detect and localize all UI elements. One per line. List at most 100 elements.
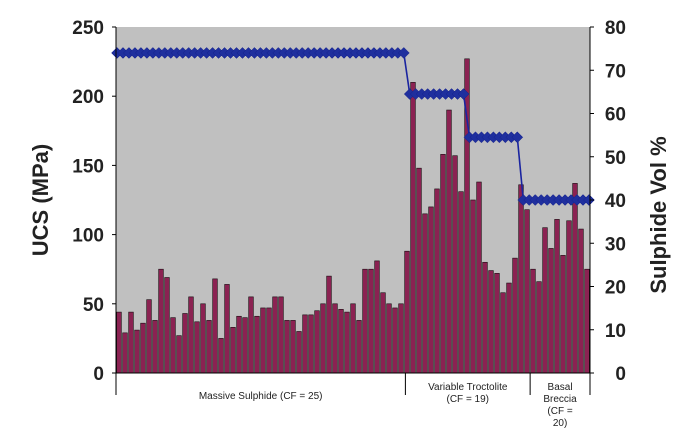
right-tick-label: 10: [605, 321, 626, 342]
bar: [500, 292, 506, 374]
bar: [176, 335, 182, 374]
bar: [284, 320, 290, 374]
bar: [422, 213, 428, 374]
bar: [260, 307, 266, 374]
bar: [290, 320, 296, 374]
bar: [494, 273, 500, 374]
bar: [152, 320, 158, 374]
bar: [314, 310, 320, 374]
bar: [566, 220, 572, 374]
bar: [266, 307, 272, 374]
bar: [296, 331, 302, 374]
bar: [368, 268, 374, 374]
bar: [164, 277, 170, 374]
bar: [182, 313, 188, 374]
group-label-line: 20): [553, 418, 567, 429]
bar: [350, 303, 356, 374]
right-tick-label: 60: [605, 105, 626, 126]
bar: [212, 278, 218, 374]
right-tick-label: 0: [615, 364, 626, 385]
right-tick-label: 70: [605, 61, 626, 82]
bar: [158, 268, 164, 374]
bar: [386, 303, 392, 374]
sulphide-marker: [583, 194, 595, 206]
sulphide-marker: [397, 47, 410, 59]
left-tick-label: 50: [83, 295, 104, 316]
left-tick-label: 200: [72, 87, 104, 108]
bar: [572, 183, 578, 374]
bar: [476, 181, 482, 374]
bar: [542, 227, 548, 374]
group-label-line: Massive Sulphide (CF = 25): [199, 391, 323, 402]
bar: [128, 311, 134, 374]
bar: [512, 257, 518, 374]
bar: [332, 303, 338, 374]
right-tick-label: 50: [605, 148, 626, 169]
bar: [248, 296, 254, 374]
bar: [224, 284, 230, 374]
axes-layer: [112, 26, 594, 395]
bar: [320, 303, 326, 374]
y-axis-right-label: Sulphide Vol %: [646, 136, 671, 293]
bar: [140, 322, 146, 374]
bar: [356, 320, 362, 374]
right-tick-label: 30: [605, 234, 626, 255]
bar: [434, 188, 440, 374]
bar: [416, 167, 422, 374]
bar: [398, 303, 404, 374]
bar: [452, 155, 458, 374]
bar: [482, 261, 488, 374]
bar: [194, 321, 200, 374]
group-label-line: (CF = 19): [447, 394, 490, 405]
bar: [272, 296, 278, 374]
bar: [524, 209, 530, 374]
bar: [362, 268, 368, 374]
sulphide-marker: [511, 131, 524, 144]
bar: [446, 109, 452, 374]
bar: [518, 184, 524, 374]
bar: [116, 311, 122, 374]
bar: [554, 219, 560, 374]
right-tick-label: 40: [605, 191, 626, 212]
left-tick-label: 150: [72, 156, 104, 177]
bar: [458, 191, 464, 374]
bar: [578, 228, 584, 374]
left-tick-labels: 0 50 100 150 200 250: [72, 18, 104, 385]
bar: [584, 268, 590, 374]
bar: [506, 282, 512, 374]
bar: [308, 314, 314, 374]
right-tick-labels: 0 10 20 30 40 50 60 70 80: [605, 18, 626, 385]
bar: [548, 248, 554, 374]
bar: [200, 303, 206, 374]
group-label-line: Basal: [548, 382, 573, 393]
sulphide-marker: [457, 88, 470, 100]
bar: [560, 255, 566, 374]
bar: [242, 317, 248, 374]
bar: [188, 296, 194, 374]
bar: [254, 315, 260, 374]
bar: [374, 260, 380, 374]
bar: [170, 317, 176, 374]
bar: [236, 315, 242, 374]
bar: [278, 296, 284, 374]
group-labels: Massive Sulphide (CF = 25) Variable Troct…: [199, 382, 577, 429]
bar: [536, 281, 542, 374]
left-tick-label: 0: [93, 364, 104, 385]
line-layer: [111, 47, 595, 206]
bar: [404, 250, 410, 374]
group-label-line: Variable Troctolite: [428, 382, 508, 393]
left-tick-label: 100: [72, 226, 104, 247]
bar: [206, 320, 212, 374]
right-tick-label: 80: [605, 18, 626, 39]
right-tick-label: 20: [605, 278, 626, 299]
bar: [380, 292, 386, 374]
bar: [122, 332, 128, 374]
bar: [440, 154, 446, 374]
bar: [326, 275, 332, 374]
bar: [488, 270, 494, 374]
bar: [302, 314, 308, 374]
bar: [344, 311, 350, 374]
group-label-line: Breccia: [543, 394, 577, 405]
group-label-line: (CF =: [547, 406, 572, 417]
